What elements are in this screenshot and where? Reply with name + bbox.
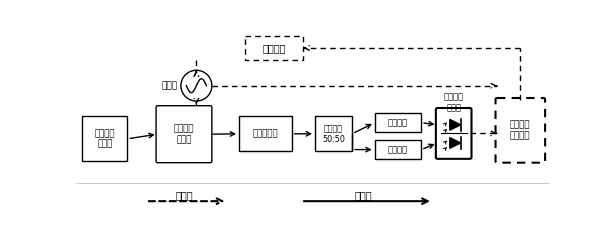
Text: 主控单元: 主控单元 (262, 43, 286, 53)
Text: 光分束器
50:50: 光分束器 50:50 (322, 124, 345, 143)
Text: 电信号: 电信号 (176, 191, 193, 200)
Text: 平衡光串
探测器: 平衡光串 探测器 (443, 93, 464, 112)
Text: 光滤波器: 光滤波器 (388, 145, 408, 154)
FancyBboxPatch shape (436, 108, 472, 159)
Text: 光延时线: 光延时线 (388, 118, 408, 127)
FancyBboxPatch shape (156, 106, 212, 163)
FancyBboxPatch shape (315, 116, 352, 151)
FancyBboxPatch shape (375, 140, 421, 159)
FancyBboxPatch shape (239, 116, 292, 151)
FancyBboxPatch shape (495, 98, 545, 163)
FancyBboxPatch shape (245, 36, 303, 59)
Text: 光载波生
成模块: 光载波生 成模块 (95, 129, 115, 148)
Text: 微波幅相
提取模块: 微波幅相 提取模块 (510, 121, 531, 140)
Polygon shape (450, 119, 461, 130)
FancyBboxPatch shape (82, 116, 127, 161)
Text: 微波源: 微波源 (162, 81, 178, 90)
FancyBboxPatch shape (375, 113, 421, 132)
Polygon shape (450, 138, 461, 148)
Text: 光信号: 光信号 (354, 191, 372, 200)
Text: 待测光器件: 待测光器件 (253, 129, 278, 138)
Text: 光单边带
调制器: 光单边带 调制器 (174, 124, 194, 144)
